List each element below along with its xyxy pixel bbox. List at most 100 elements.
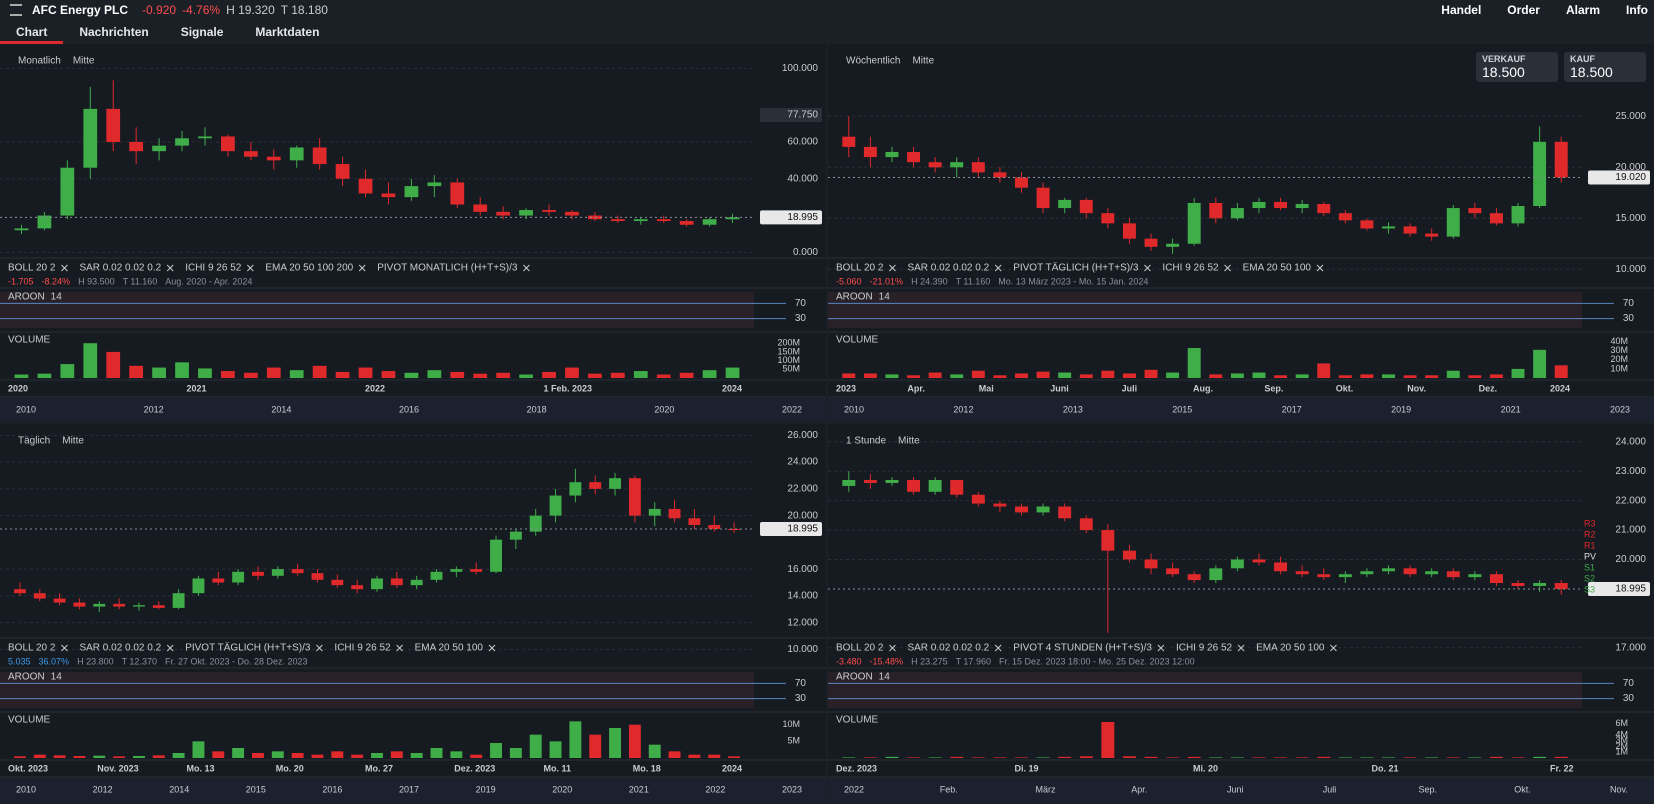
candle-body [450, 182, 465, 205]
volume-bar [1446, 370, 1460, 378]
buy-button[interactable]: KAUF 18.500 [1564, 52, 1646, 82]
remove-icon[interactable] [396, 644, 403, 652]
tab[interactable]: Chart [0, 20, 64, 44]
remove-icon[interactable] [488, 644, 496, 652]
remove-icon[interactable] [61, 644, 68, 652]
y-tick-label: 15.000 [1615, 213, 1646, 224]
day-high: H 19.320 [226, 3, 275, 17]
menu-item[interactable]: Alarm [1565, 3, 1600, 17]
candle-body [152, 605, 165, 608]
aroon-band [828, 672, 1582, 708]
mode-button[interactable]: Mitte [62, 436, 84, 447]
remove-icon[interactable] [889, 644, 896, 652]
indicator-label[interactable]: BOLL 20 2 [8, 263, 56, 274]
volume-bar [1230, 757, 1244, 758]
candle-body [490, 539, 502, 572]
remove-icon[interactable] [246, 264, 254, 272]
volume-bar [725, 367, 740, 378]
y-tick-label: 10.000 [1615, 264, 1646, 275]
volume-bar [1036, 371, 1050, 378]
indicator-label[interactable]: BOLL 20 2 [8, 643, 56, 654]
interval-button[interactable]: Wöchentlich [846, 56, 900, 67]
volume-bar [1274, 757, 1288, 758]
indicator-label[interactable]: BOLL 20 2 [836, 643, 884, 654]
menu-item[interactable]: Info [1626, 3, 1648, 17]
mode-button[interactable]: Mitte [898, 436, 920, 447]
remove-icon[interactable] [1330, 644, 1337, 652]
indicator-label[interactable]: EMA 20 50 100 [415, 643, 484, 654]
remove-icon[interactable] [358, 264, 366, 272]
volume-bar [928, 372, 942, 378]
candle-body [331, 579, 344, 586]
candle-body [198, 136, 212, 139]
remove-icon[interactable] [1157, 644, 1165, 652]
remove-icon[interactable] [994, 264, 1002, 272]
indicator-label[interactable]: ICHI 9 26 52 [1162, 263, 1219, 274]
indicator-label[interactable]: PIVOT TÄGLICH (H+T+S)/3 [185, 642, 311, 654]
indicator-label[interactable]: ICHI 9 26 52 [334, 643, 391, 654]
volume-bar [542, 371, 556, 378]
x-axis-label: Mo. 11 [544, 763, 572, 773]
navigator-label: 2013 [1063, 404, 1083, 414]
remove-icon[interactable] [316, 644, 323, 652]
tab[interactable]: Marktdaten [255, 25, 320, 39]
remove-icon[interactable] [61, 264, 68, 272]
interval-button[interactable]: Täglich [18, 436, 50, 447]
indicator-label[interactable]: SAR 0.02 0.02 0.2 [907, 643, 989, 654]
volume-bar [609, 728, 622, 758]
candle-body [83, 108, 98, 168]
sell-button[interactable]: VERKAUF 18.500 [1476, 52, 1558, 82]
interval-button[interactable]: Monatlich [18, 56, 61, 67]
candle-body [129, 141, 144, 152]
indicator-label[interactable]: EMA 20 50 100 200 [265, 263, 353, 274]
remove-icon[interactable] [889, 264, 896, 272]
candle-body [312, 147, 327, 165]
candle-body [907, 151, 921, 163]
mode-button[interactable]: Mitte [73, 56, 95, 67]
volume-bar [519, 374, 533, 378]
indicator-label[interactable]: SAR 0.02 0.02 0.2 [79, 263, 161, 274]
candle-body [648, 508, 661, 516]
remove-icon[interactable] [523, 264, 530, 272]
instrument-title[interactable]: AFC Energy PLC [32, 3, 129, 17]
volume-label: VOLUME [8, 715, 51, 726]
interval-button[interactable]: 1 Stunde [846, 436, 886, 447]
indicator-label[interactable]: ICHI 9 26 52 [1176, 643, 1233, 654]
indicator-label[interactable]: SAR 0.02 0.02 0.2 [79, 643, 161, 654]
menu-icon[interactable] [10, 4, 22, 16]
candle-body [1122, 223, 1136, 239]
tab[interactable]: Signale [180, 25, 224, 39]
stat-label: T 11.160 [956, 276, 991, 286]
menu-item[interactable]: Order [1507, 3, 1540, 17]
indicator-label[interactable]: EMA 20 50 100 [1256, 643, 1325, 654]
remove-icon[interactable] [1224, 264, 1231, 272]
indicator-label[interactable]: EMA 20 50 100 [1243, 263, 1312, 274]
tab[interactable]: Nachrichten [79, 25, 149, 39]
volume-bar [589, 734, 602, 758]
mode-button[interactable]: Mitte [912, 56, 934, 67]
y-tick-label: 14.000 [787, 591, 818, 602]
remove-icon[interactable] [1237, 644, 1245, 652]
candle-body [152, 145, 166, 152]
indicator-label[interactable]: ICHI 9 26 52 [185, 263, 242, 274]
x-axis-label: Mo. 20 [276, 763, 304, 773]
x-axis-label: Di. 19 [1015, 763, 1039, 773]
indicator-label[interactable]: PIVOT TÄGLICH (H+T+S)/3 [1013, 262, 1139, 274]
remove-icon[interactable] [166, 264, 174, 272]
candle-body [1446, 571, 1460, 578]
volume-tick-label: 10M [1610, 363, 1628, 373]
volume-bar [1101, 722, 1115, 758]
indicator-label[interactable]: BOLL 20 2 [836, 263, 884, 274]
volume-bar [381, 371, 396, 378]
remove-icon[interactable] [166, 644, 174, 652]
remove-icon[interactable] [994, 644, 1002, 652]
volume-bar [907, 757, 921, 758]
candle-body [1360, 220, 1374, 229]
remove-icon[interactable] [1316, 264, 1324, 272]
x-axis-label: 2020 [8, 383, 28, 393]
indicator-label[interactable]: SAR 0.02 0.02 0.2 [907, 263, 989, 274]
indicator-label[interactable]: PIVOT MONATLICH (H+T+S)/3 [377, 263, 518, 274]
indicator-label[interactable]: PIVOT 4 STUNDEN (H+T+S)/3 [1013, 643, 1152, 654]
remove-icon[interactable] [1144, 264, 1151, 272]
menu-item[interactable]: Handel [1441, 3, 1482, 17]
